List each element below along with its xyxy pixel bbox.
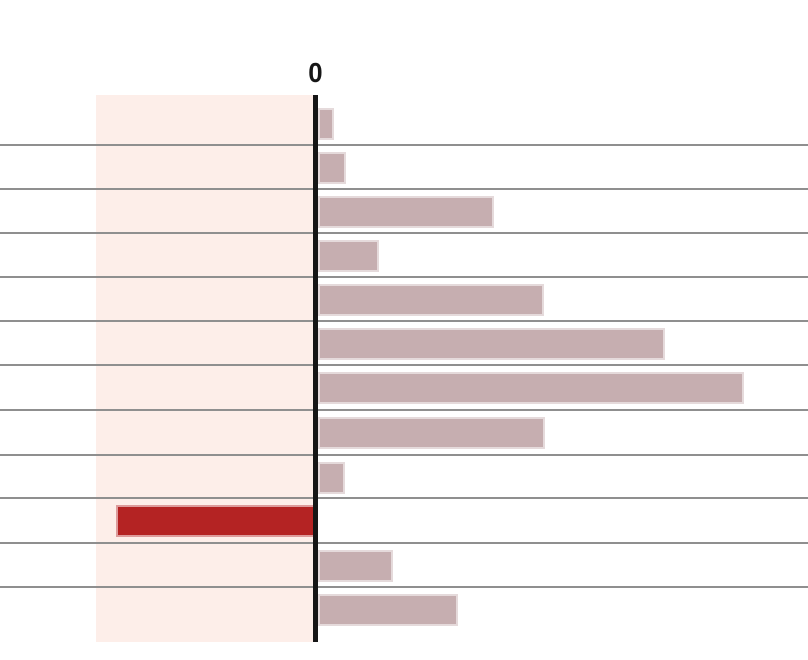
bar-negative-row-10 [116,505,317,537]
bar-row-3 [318,196,494,228]
bar-row-1 [318,108,334,140]
bar-row-8 [318,417,545,449]
bar-row-12 [318,594,458,626]
bar-row-2 [318,152,346,184]
gridline [0,276,808,278]
gridline [0,454,808,456]
negative-highlight-band [96,95,317,642]
gridline [0,409,808,411]
gridline [0,188,808,190]
bar-row-5 [318,284,544,316]
gridline [0,497,808,499]
bar-row-9 [318,462,345,494]
gridline [0,364,808,366]
bar-row-6 [318,328,665,360]
bar-row-4 [318,240,379,272]
zero-axis-tick-label: 0 [308,57,322,88]
gridline [0,586,808,588]
bar-row-11 [318,550,393,582]
gridline [0,320,808,322]
bar-row-7 [318,372,744,404]
gridline [0,232,808,234]
gridline [0,144,808,146]
gridline [0,542,808,544]
zero-axis-line [313,95,318,642]
